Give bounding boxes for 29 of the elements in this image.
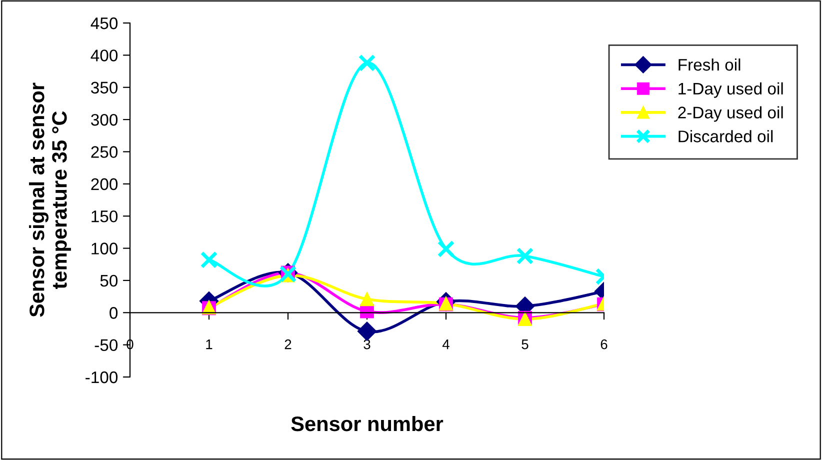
- point: [360, 292, 374, 306]
- y-tick-label: 150: [92, 210, 118, 222]
- legend-label: Fresh oil: [678, 58, 740, 71]
- point: [358, 54, 376, 72]
- x-tick-label: 5: [522, 340, 528, 350]
- x-axis-title: Sensor number: [291, 416, 444, 432]
- point: [437, 240, 455, 258]
- y-tick-label: 250: [91, 146, 118, 158]
- x-tick-label: 4: [442, 340, 450, 350]
- y-tick-label: 50: [100, 274, 118, 287]
- y-axis-title: Sensor signal at sensor temperature 35 °C: [29, 82, 71, 317]
- point: [357, 322, 377, 341]
- legend-label: 2-Day used oil: [678, 106, 783, 122]
- y-tick-label: 400: [90, 50, 118, 62]
- x-tick-label: 2: [284, 339, 292, 350]
- y-tick-label: 300: [91, 114, 118, 126]
- y-tick-label: 200: [91, 178, 118, 190]
- y-tick-label: 0: [110, 307, 118, 319]
- y-tick-label: 350: [91, 82, 118, 94]
- x-tick-label: 1: [206, 340, 212, 350]
- y-tick-label: 100: [92, 242, 118, 254]
- y-tick-label: -100: [86, 371, 118, 384]
- x-tick-label: 6: [600, 339, 608, 350]
- point: [200, 251, 218, 269]
- y-tick-label: -50: [94, 339, 118, 352]
- point: [516, 247, 534, 265]
- legend-label: 1-Day used oil: [678, 82, 783, 98]
- legend-label: Discarded oil: [678, 130, 773, 142]
- y-tick-label: 450: [90, 17, 118, 30]
